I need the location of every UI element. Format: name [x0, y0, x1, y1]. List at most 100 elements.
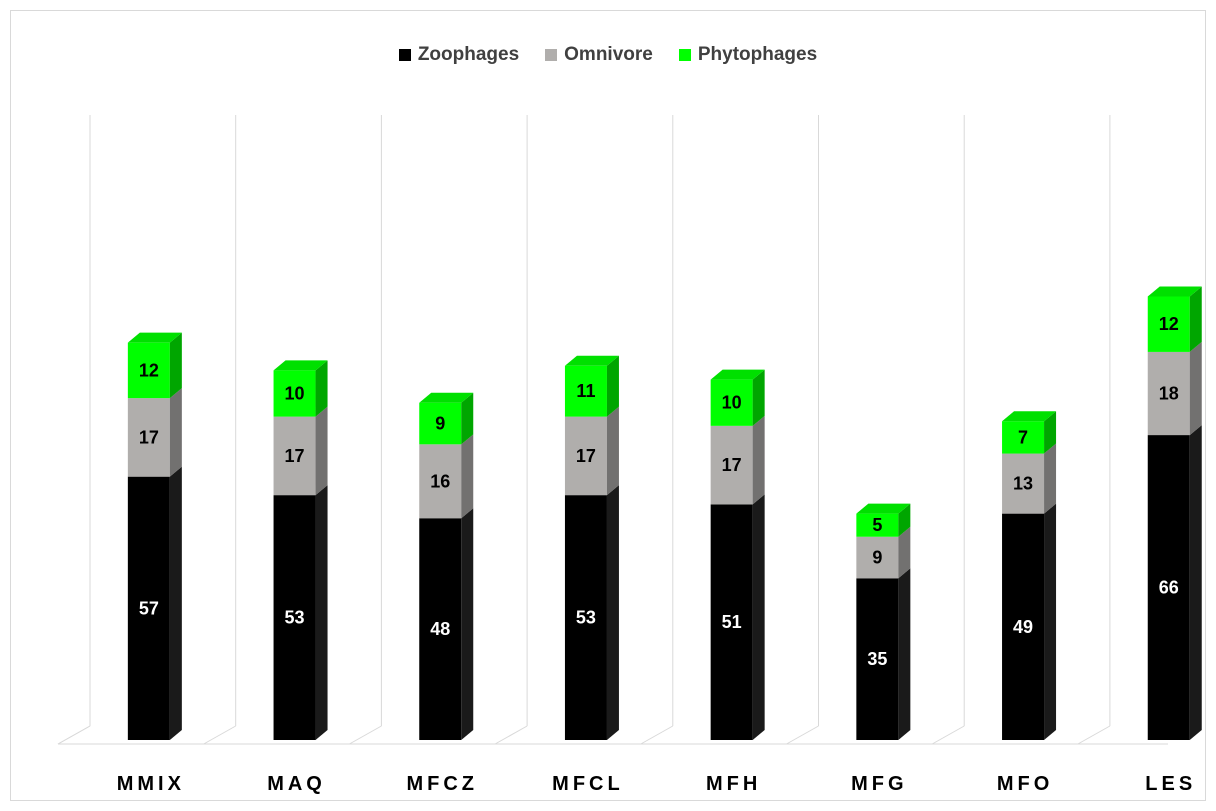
bar-phytophages-mfo [1002, 421, 1045, 454]
bar-omnivore-mfo [1002, 453, 1045, 514]
data-label-phytophages-les: 12 [1159, 314, 1179, 334]
bar-top-maq [273, 360, 328, 371]
bar-omnivore-mmix [127, 398, 170, 477]
category-label-mfh: MFH [706, 773, 761, 795]
bar-omnivore-les [1147, 351, 1190, 436]
bar-side-zoophages-mfg [898, 568, 911, 740]
category-label-mfo: MFO [997, 773, 1053, 795]
bar-omnivore-mfg [856, 536, 899, 579]
category-label-les: LES [1145, 773, 1196, 795]
data-label-phytophages-mfcl: 11 [576, 381, 595, 401]
bar-top-mfh [710, 369, 765, 380]
bar-side-omnivore-mfcl [606, 406, 619, 496]
bar-zoophages-les [1147, 435, 1190, 740]
data-label-zoophages-mfg: 35 [867, 649, 887, 669]
bar-omnivore-mfh [710, 425, 753, 505]
data-label-phytophages-mfh: 10 [722, 393, 742, 413]
bar-side-omnivore-maq [315, 406, 328, 496]
bar-side-phytophages-les [1189, 286, 1202, 352]
data-label-omnivore-mfh: 17 [722, 455, 742, 475]
data-label-omnivore-mfg: 9 [872, 548, 882, 568]
legend-label-zoophages: Zoophages [417, 44, 520, 65]
bar-phytophages-mmix [127, 342, 170, 399]
category-label-mfg: MFG [851, 773, 907, 795]
floor-divider [494, 725, 528, 745]
data-label-zoophages-maq: 53 [285, 608, 305, 628]
data-label-phytophages-mmix: 12 [139, 360, 159, 380]
bar-side-omnivore-mfh [752, 415, 765, 505]
bar-top-mfcz [419, 392, 474, 403]
legend-item-zoophages: Zoophages [398, 44, 520, 66]
bar-side-phytophages-maq [315, 360, 328, 417]
legend-item-omnivore: Omnivore [545, 44, 653, 66]
bar-omnivore-mfcz [419, 444, 462, 519]
bar-zoophages-mfh [710, 504, 753, 740]
legend-swatch-omnivore [545, 49, 558, 61]
bar-side-phytophages-mmix [169, 332, 182, 399]
bar-side-omnivore-mmix [169, 388, 182, 477]
floor-divider [1077, 725, 1111, 745]
legend-item-phytophages: Phytophages [678, 44, 818, 66]
bar-side-zoophages-maq [315, 485, 328, 740]
data-label-zoophages-mfh: 51 [722, 612, 742, 632]
data-label-omnivore-mfcz: 16 [430, 471, 450, 491]
data-label-omnivore-mmix: 17 [139, 427, 159, 447]
bar-side-phytophages-mfg [898, 503, 911, 537]
legend-label-omnivore: Omnivore [564, 44, 653, 65]
legend-swatch-phytophages [678, 49, 691, 61]
legend: Zoophages Omnivore Phytophages [0, 42, 1216, 68]
data-label-phytophages-mfcz: 9 [435, 414, 445, 434]
floor-divider [931, 725, 965, 745]
category-label-maq: MAQ [267, 773, 326, 795]
category-label-mfcl: MFCL [552, 773, 624, 795]
bar-side-zoophages-mfh [752, 494, 765, 740]
bar-top-mmix [127, 332, 182, 343]
data-label-zoophages-mfcz: 48 [430, 619, 450, 639]
floor-divider [349, 725, 382, 745]
legend-swatch-zoophages [398, 49, 411, 61]
bar-omnivore-mfcl [564, 416, 607, 496]
bar-zoophages-maq [273, 495, 316, 740]
bar-side-zoophages-mfcl [606, 485, 619, 740]
data-label-omnivore-maq: 17 [285, 446, 305, 466]
data-label-phytophages-mfo: 7 [1018, 427, 1028, 447]
bar-side-omnivore-les [1189, 341, 1202, 436]
bar-side-phytophages-mfh [752, 369, 765, 426]
bar-side-phytophages-mfcz [461, 392, 474, 445]
bar-phytophages-mfcz [419, 402, 462, 445]
data-label-zoophages-mfcl: 53 [576, 608, 596, 628]
bar-side-zoophages-les [1189, 425, 1202, 740]
bar-zoophages-mfg [856, 578, 899, 740]
bar-side-phytophages-mfo [1044, 411, 1057, 454]
bar-phytophages-les [1147, 296, 1190, 352]
bar-side-zoophages-mmix [169, 466, 182, 740]
bar-phytophages-mfh [710, 379, 753, 426]
data-label-omnivore-les: 18 [1159, 384, 1179, 404]
bar-side-phytophages-mfcl [606, 355, 619, 417]
bar-zoophages-mfo [1002, 513, 1045, 740]
bar-top-mfo [1002, 411, 1057, 422]
category-label-mfcz: MFCZ [406, 773, 478, 795]
data-label-zoophages-mmix: 57 [139, 598, 159, 618]
data-label-phytophages-mfg: 5 [872, 515, 882, 535]
floor-divider [640, 725, 674, 745]
bar-phytophages-maq [273, 370, 316, 417]
category-label-mmix: MMIX [117, 773, 185, 795]
data-label-omnivore-mfcl: 17 [576, 446, 596, 466]
data-label-phytophages-maq: 10 [285, 384, 305, 404]
bar-phytophages-mfg [856, 513, 899, 537]
bar-top-mfg [856, 503, 911, 514]
bar-top-mfcl [564, 355, 619, 366]
legend-label-phytophages: Phytophages [697, 44, 818, 65]
bar-zoophages-mfcz [419, 518, 462, 740]
bar-zoophages-mmix [127, 476, 170, 740]
bar-phytophages-mfcl [564, 365, 607, 417]
bar-top-les [1147, 286, 1202, 297]
floor-divider [57, 725, 91, 745]
bar-side-omnivore-mfcz [461, 434, 474, 519]
bar-side-omnivore-mfg [898, 526, 911, 579]
floor-divider [786, 725, 819, 745]
bar-omnivore-maq [273, 416, 316, 496]
data-label-zoophages-les: 66 [1159, 578, 1179, 598]
